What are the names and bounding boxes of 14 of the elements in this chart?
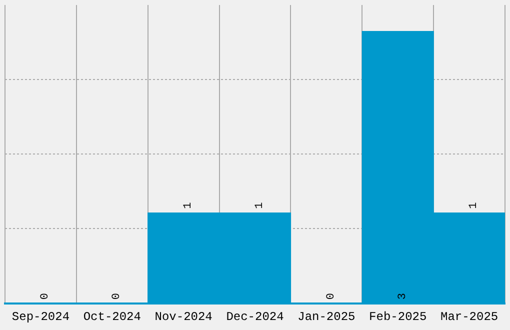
x-tick-label: Nov-2024 <box>154 310 212 324</box>
x-tick-label: Mar-2025 <box>440 310 498 324</box>
data-label: 0 <box>40 292 52 300</box>
data-label: 1 <box>254 202 266 209</box>
x-tick-label: Feb-2025 <box>369 310 427 324</box>
x-tick-label: Jan-2025 <box>298 310 356 324</box>
x-tick-label: Dec-2024 <box>226 310 284 324</box>
data-label: 3 <box>396 292 409 300</box>
data-label: 0 <box>111 292 124 300</box>
data-label: 0 <box>325 292 338 300</box>
x-tick-label: Sep-2024 <box>12 310 70 324</box>
x-tick-label: Oct-2024 <box>83 310 141 324</box>
data-label: 1 <box>182 202 194 209</box>
data-label: 1 <box>468 202 480 209</box>
